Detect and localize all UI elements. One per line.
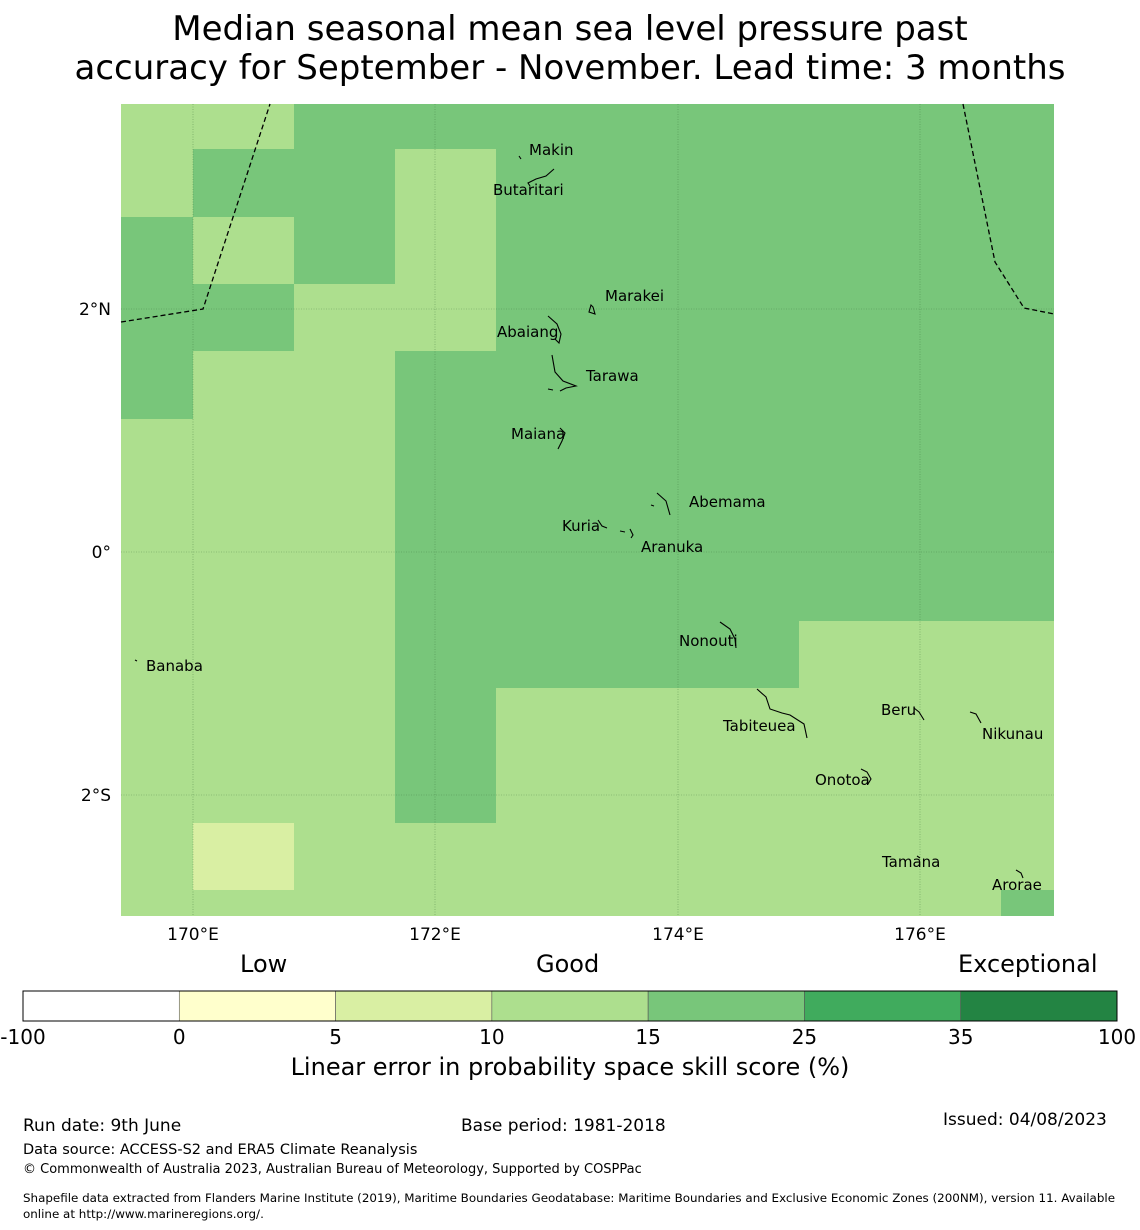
colorbar-tick-label: 5 (329, 1025, 342, 1049)
colorbar-tick-label: -100 (0, 1025, 45, 1049)
place-label: Arorae (992, 876, 1042, 894)
place-label: Tarawa (585, 367, 639, 385)
data-source: Data source: ACCESS-S2 and ERA5 Climate … (23, 1142, 418, 1158)
colorbar-bin (647, 990, 805, 1022)
grid-cell (193, 284, 294, 351)
base-period: Base period: 1981-2018 (461, 1116, 666, 1136)
grid-cell (395, 621, 799, 688)
place-label: Nonouti (679, 632, 738, 650)
category-low: Low (240, 950, 288, 978)
category-exceptional: Exceptional (958, 950, 1098, 978)
shapefile-credit-line-1: Shapefile data extracted from Flanders M… (23, 1191, 1116, 1205)
island-onotoa (860, 768, 872, 785)
place-label: Tabiteuea (722, 717, 796, 735)
island-maiana (557, 427, 566, 450)
grid-cell (496, 149, 1054, 351)
colorbar-bin (22, 990, 180, 1022)
run-date: Run date: 9th June (23, 1116, 182, 1136)
island-marakei (588, 303, 596, 315)
place-label: Beru (881, 701, 916, 719)
place-label: Onotoa (815, 771, 870, 789)
colorbar-bin (491, 990, 649, 1022)
shapefile-credit-line-2: online at http://www.marineregions.org/. (23, 1207, 264, 1221)
place-label: Kuria (562, 517, 600, 535)
chart-title: Median seasonal mean sea level pressure … (0, 10, 1140, 88)
place-label: Abaiang (497, 323, 558, 341)
colorbar-bin (960, 990, 1118, 1022)
colorbar-bin (178, 990, 336, 1022)
colorbar-outline (22, 990, 1118, 1022)
lat-tick-label: 2°N (79, 300, 111, 320)
axis-tick-labels: 2°N 0° 2°S 170°E 172°E 174°E 176°E (79, 300, 946, 945)
place-label: Nikunau (982, 725, 1043, 743)
island-tarawa (547, 354, 578, 392)
island-butaritari (527, 168, 555, 187)
island-tamana (916, 855, 921, 859)
grid-cell (121, 217, 193, 419)
island-arorae (1015, 869, 1024, 879)
island-abaiang (547, 315, 562, 345)
place-label: Abemama (689, 493, 766, 511)
island-tabiteuea (756, 688, 808, 739)
lat-tick-label: 0° (92, 543, 111, 563)
grid-cell (395, 351, 1054, 621)
skill-grid-cells (121, 104, 1054, 916)
island-beru (913, 707, 925, 721)
grid-cell (395, 688, 496, 823)
island-makin (518, 155, 522, 160)
lon-tick-label: 172°E (409, 925, 461, 945)
category-good: Good (536, 950, 600, 978)
lat-tick-label: 2°S (81, 786, 111, 806)
colorbar-tick-label: 10 (479, 1025, 504, 1049)
grid-cell (193, 823, 294, 890)
place-labels: Makin Butaritari Marakei Abaiang Tarawa … (146, 141, 1043, 894)
island-abemama (650, 492, 671, 516)
copyright: © Commonwealth of Australia 2023, Austra… (23, 1162, 642, 1177)
place-label: Tamana (881, 853, 940, 871)
lon-tick-label: 170°E (167, 925, 219, 945)
colorbar: -100 0 5 10 15 25 35 100 (0, 990, 1136, 1049)
colorbar-tick-label: 15 (635, 1025, 660, 1049)
eez-boundary-lines (120, 103, 1055, 323)
colorbar-label: Linear error in probability space skill … (290, 1053, 850, 1081)
place-label: Maiana (511, 425, 565, 443)
title-line-2: accuracy for September - November. Lead … (74, 48, 1066, 88)
lon-tick-label: 174°E (652, 925, 704, 945)
place-label: Butaritari (493, 181, 564, 199)
place-label: Marakei (605, 287, 664, 305)
island-aranuka (619, 528, 634, 539)
island-nikunau (969, 711, 982, 724)
colorbar-tick-label: 25 (792, 1025, 817, 1049)
island-banaba (134, 659, 138, 662)
island-kuria (597, 519, 608, 529)
place-label: Banaba (146, 657, 203, 675)
colorbar-tick-label: 0 (173, 1025, 186, 1049)
colorbar-bin (335, 990, 493, 1022)
title-line-1: Median seasonal mean sea level pressure … (172, 9, 968, 49)
lon-tick-label: 176°E (894, 925, 946, 945)
grid-cell (1001, 890, 1054, 916)
grid-cell (294, 104, 1054, 149)
grid-cell (294, 217, 395, 284)
gridlines (121, 104, 1054, 916)
island-outlines (134, 155, 1024, 879)
place-label: Aranuka (641, 538, 703, 556)
colorbar-bin (804, 990, 962, 1022)
colorbar-tick-label: 100 (1098, 1025, 1136, 1049)
grid-cell (193, 149, 395, 217)
place-label: Makin (529, 141, 574, 159)
issued-date: Issued: 04/08/2023 (943, 1110, 1107, 1130)
colorbar-tick-label: 35 (948, 1025, 973, 1049)
island-nonouti (719, 621, 737, 649)
